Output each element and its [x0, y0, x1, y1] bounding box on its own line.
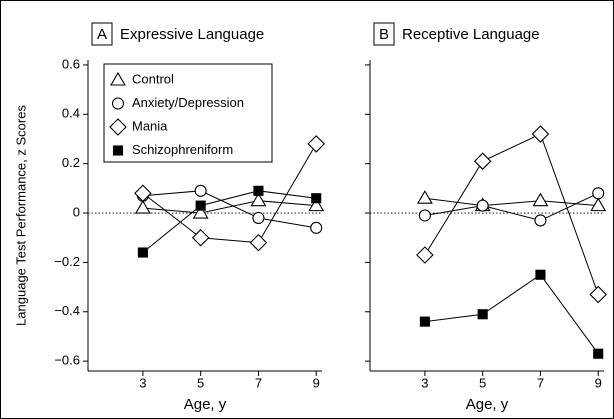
marker	[192, 204, 209, 219]
marker	[534, 214, 547, 227]
series-line	[424, 192, 599, 221]
panel-letter: A	[97, 26, 107, 43]
marker	[310, 221, 323, 234]
marker	[249, 233, 268, 252]
marker	[308, 197, 325, 212]
series-line	[424, 274, 599, 355]
legend-marker	[110, 71, 126, 86]
y-tick-label: 0	[73, 204, 80, 219]
legend-label: Anxiety/Depression	[132, 95, 244, 110]
marker	[531, 125, 550, 143]
x-tick-label: 5	[479, 375, 486, 390]
x-tick-label: 9	[313, 375, 320, 390]
series-line	[142, 143, 317, 244]
marker	[592, 187, 605, 200]
legend-box	[103, 63, 273, 163]
y-tick-label: −0.6	[54, 353, 80, 368]
marker	[419, 316, 430, 327]
marker	[473, 152, 492, 170]
panel-letter: B	[379, 26, 389, 43]
marker	[416, 190, 433, 204]
x-tick-label: 5	[197, 375, 204, 390]
marker	[476, 199, 489, 212]
marker	[134, 184, 152, 203]
marker	[590, 197, 607, 212]
marker	[250, 192, 267, 207]
legend-label: Schizophreniform	[132, 142, 233, 157]
y-tick-label: −0.4	[54, 303, 80, 318]
marker	[252, 211, 265, 225]
series-line	[142, 200, 317, 214]
marker	[477, 309, 488, 320]
legend-marker	[111, 97, 125, 110]
marker	[593, 348, 604, 359]
marker	[307, 135, 326, 153]
marker	[532, 192, 549, 207]
series-line	[142, 190, 317, 229]
marker	[191, 228, 210, 247]
x-tick-label: 3	[421, 375, 428, 390]
marker	[535, 269, 546, 280]
panel-letter-box	[91, 22, 113, 46]
x-tick-label: 7	[537, 375, 544, 390]
panel-title: Expressive Language	[120, 26, 264, 43]
marker	[311, 193, 322, 204]
marker	[416, 246, 434, 264]
series-line	[424, 197, 599, 207]
marker	[134, 200, 151, 214]
marker	[137, 247, 148, 258]
panel-title: Receptive Language	[402, 26, 540, 43]
marker	[253, 185, 264, 196]
x-tick-label: 3	[139, 375, 146, 390]
marker	[195, 200, 206, 211]
y-tick-label: −0.2	[54, 254, 80, 269]
legend-marker	[112, 145, 124, 156]
y-tick-label: 0.2	[62, 155, 80, 170]
legend-label: Mania	[132, 118, 168, 133]
x-axis-label: Age, y	[466, 396, 509, 413]
y-tick-label: 0.4	[62, 106, 80, 121]
series-line	[142, 190, 317, 253]
legend-label: Control	[132, 71, 174, 86]
y-tick-label: 0.6	[62, 56, 80, 71]
x-tick-label: 7	[255, 375, 262, 390]
y-axis-label: Language Test Performance, z Scores	[13, 105, 28, 326]
marker	[194, 184, 207, 197]
series-line	[424, 133, 599, 295]
x-tick-label: 9	[595, 375, 602, 390]
legend-marker	[109, 118, 127, 136]
x-axis-label: Age, y	[184, 396, 227, 413]
marker	[418, 209, 431, 222]
panel-letter-box	[373, 22, 395, 46]
marker	[589, 285, 608, 304]
